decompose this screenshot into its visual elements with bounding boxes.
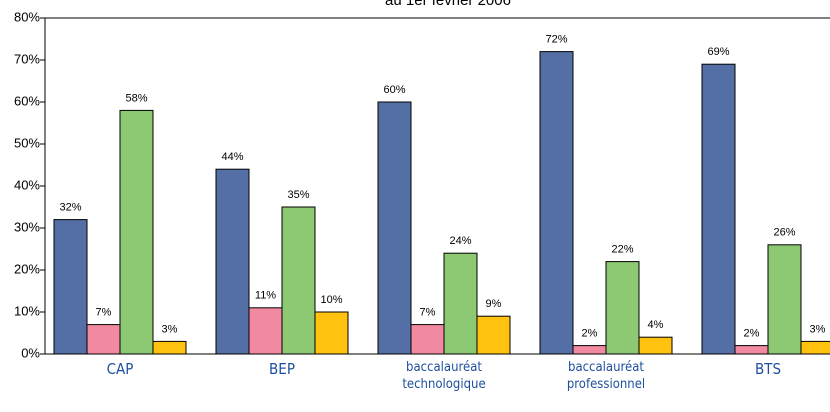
value-label: 35% — [287, 189, 309, 201]
y-tick-label: 60% — [14, 93, 40, 108]
y-tick-label: 40% — [14, 177, 40, 192]
x-tick-label: BEP — [269, 360, 295, 378]
value-label: 26% — [773, 227, 795, 239]
value-label: 44% — [221, 151, 243, 163]
y-tick-label: 0% — [21, 345, 40, 360]
value-label: 7% — [420, 307, 436, 319]
value-label: 7% — [96, 307, 112, 319]
value-label: 3% — [810, 323, 826, 335]
value-label: 60% — [383, 84, 405, 96]
bar — [800, 340, 830, 355]
y-tick-label: 10% — [14, 303, 40, 318]
value-label: 22% — [611, 244, 633, 256]
bar — [215, 168, 250, 355]
x-tick-label: baccalauréat technologique — [402, 360, 486, 392]
value-label: 4% — [648, 319, 664, 331]
bar — [701, 63, 736, 355]
bar — [314, 311, 349, 355]
y-tick-label: 30% — [14, 219, 40, 234]
bar — [605, 261, 640, 355]
bar — [410, 324, 445, 355]
bar — [377, 101, 412, 355]
bar — [476, 315, 511, 355]
y-tick-label: 80% — [14, 9, 40, 24]
bar — [152, 340, 187, 355]
value-label: 10% — [320, 294, 342, 306]
bar — [767, 244, 802, 355]
bar — [443, 252, 478, 355]
x-tick-label: baccalauréat professionnel — [566, 360, 646, 392]
bar — [248, 307, 283, 355]
value-label: 2% — [582, 328, 598, 340]
x-tick-label: CAP — [106, 360, 134, 378]
value-label: 24% — [449, 235, 471, 247]
value-label: 32% — [59, 202, 81, 214]
value-label: 3% — [162, 323, 178, 335]
y-tick-label: 70% — [14, 51, 40, 66]
chart-title: au 1er février 2006 — [385, 0, 511, 9]
x-tick-label: BTS — [754, 360, 782, 378]
bar — [86, 324, 121, 355]
y-tick-label: 20% — [14, 261, 40, 276]
value-label: 58% — [125, 92, 147, 104]
bar — [572, 345, 607, 355]
y-tick-label: 50% — [14, 135, 40, 150]
value-label: 2% — [744, 328, 760, 340]
bar — [53, 219, 88, 355]
value-label: 72% — [545, 34, 567, 46]
bar — [119, 109, 154, 355]
value-label: 11% — [255, 290, 276, 302]
bar — [734, 345, 769, 355]
value-label: 9% — [486, 298, 502, 310]
bar — [281, 206, 316, 355]
bar — [638, 336, 673, 355]
bar — [539, 51, 574, 355]
value-label: 69% — [707, 46, 729, 58]
